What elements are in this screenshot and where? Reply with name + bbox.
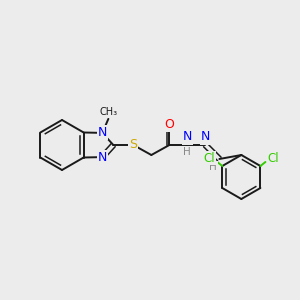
Text: H: H bbox=[209, 162, 217, 172]
Text: H: H bbox=[184, 147, 191, 157]
Text: N: N bbox=[183, 130, 192, 143]
Text: S: S bbox=[129, 139, 137, 152]
Text: N: N bbox=[201, 130, 210, 143]
Text: O: O bbox=[164, 118, 174, 130]
Text: N: N bbox=[98, 151, 107, 164]
Text: N: N bbox=[98, 126, 107, 140]
Text: CH₃: CH₃ bbox=[99, 107, 117, 117]
Text: Cl: Cl bbox=[203, 152, 215, 164]
Text: Cl: Cl bbox=[268, 152, 279, 164]
